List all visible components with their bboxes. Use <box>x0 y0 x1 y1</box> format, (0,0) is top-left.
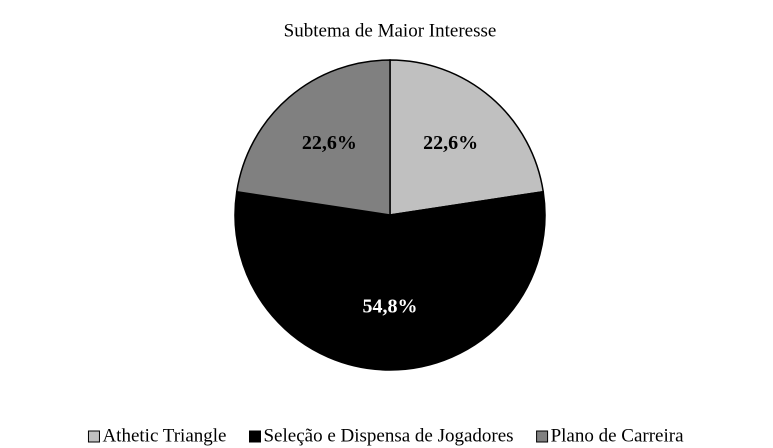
legend-label: Athetic Triangle <box>102 425 226 446</box>
legend-label: Seleção e Dispensa de Jogadores <box>263 425 513 446</box>
pie-slice <box>234 190 546 371</box>
legend-swatch <box>87 430 100 443</box>
data-label: 54,8% <box>363 296 418 318</box>
legend-swatch <box>248 430 261 443</box>
pie-slice <box>389 59 545 216</box>
legend-label: Plano de Carreira <box>551 425 685 446</box>
legend-swatch <box>536 430 549 443</box>
data-label: 22,6% <box>302 132 357 154</box>
data-label: 22,6% <box>423 132 478 154</box>
chart-title: Subtema de Maior Interesse <box>284 20 497 41</box>
pie-slice <box>235 59 391 216</box>
